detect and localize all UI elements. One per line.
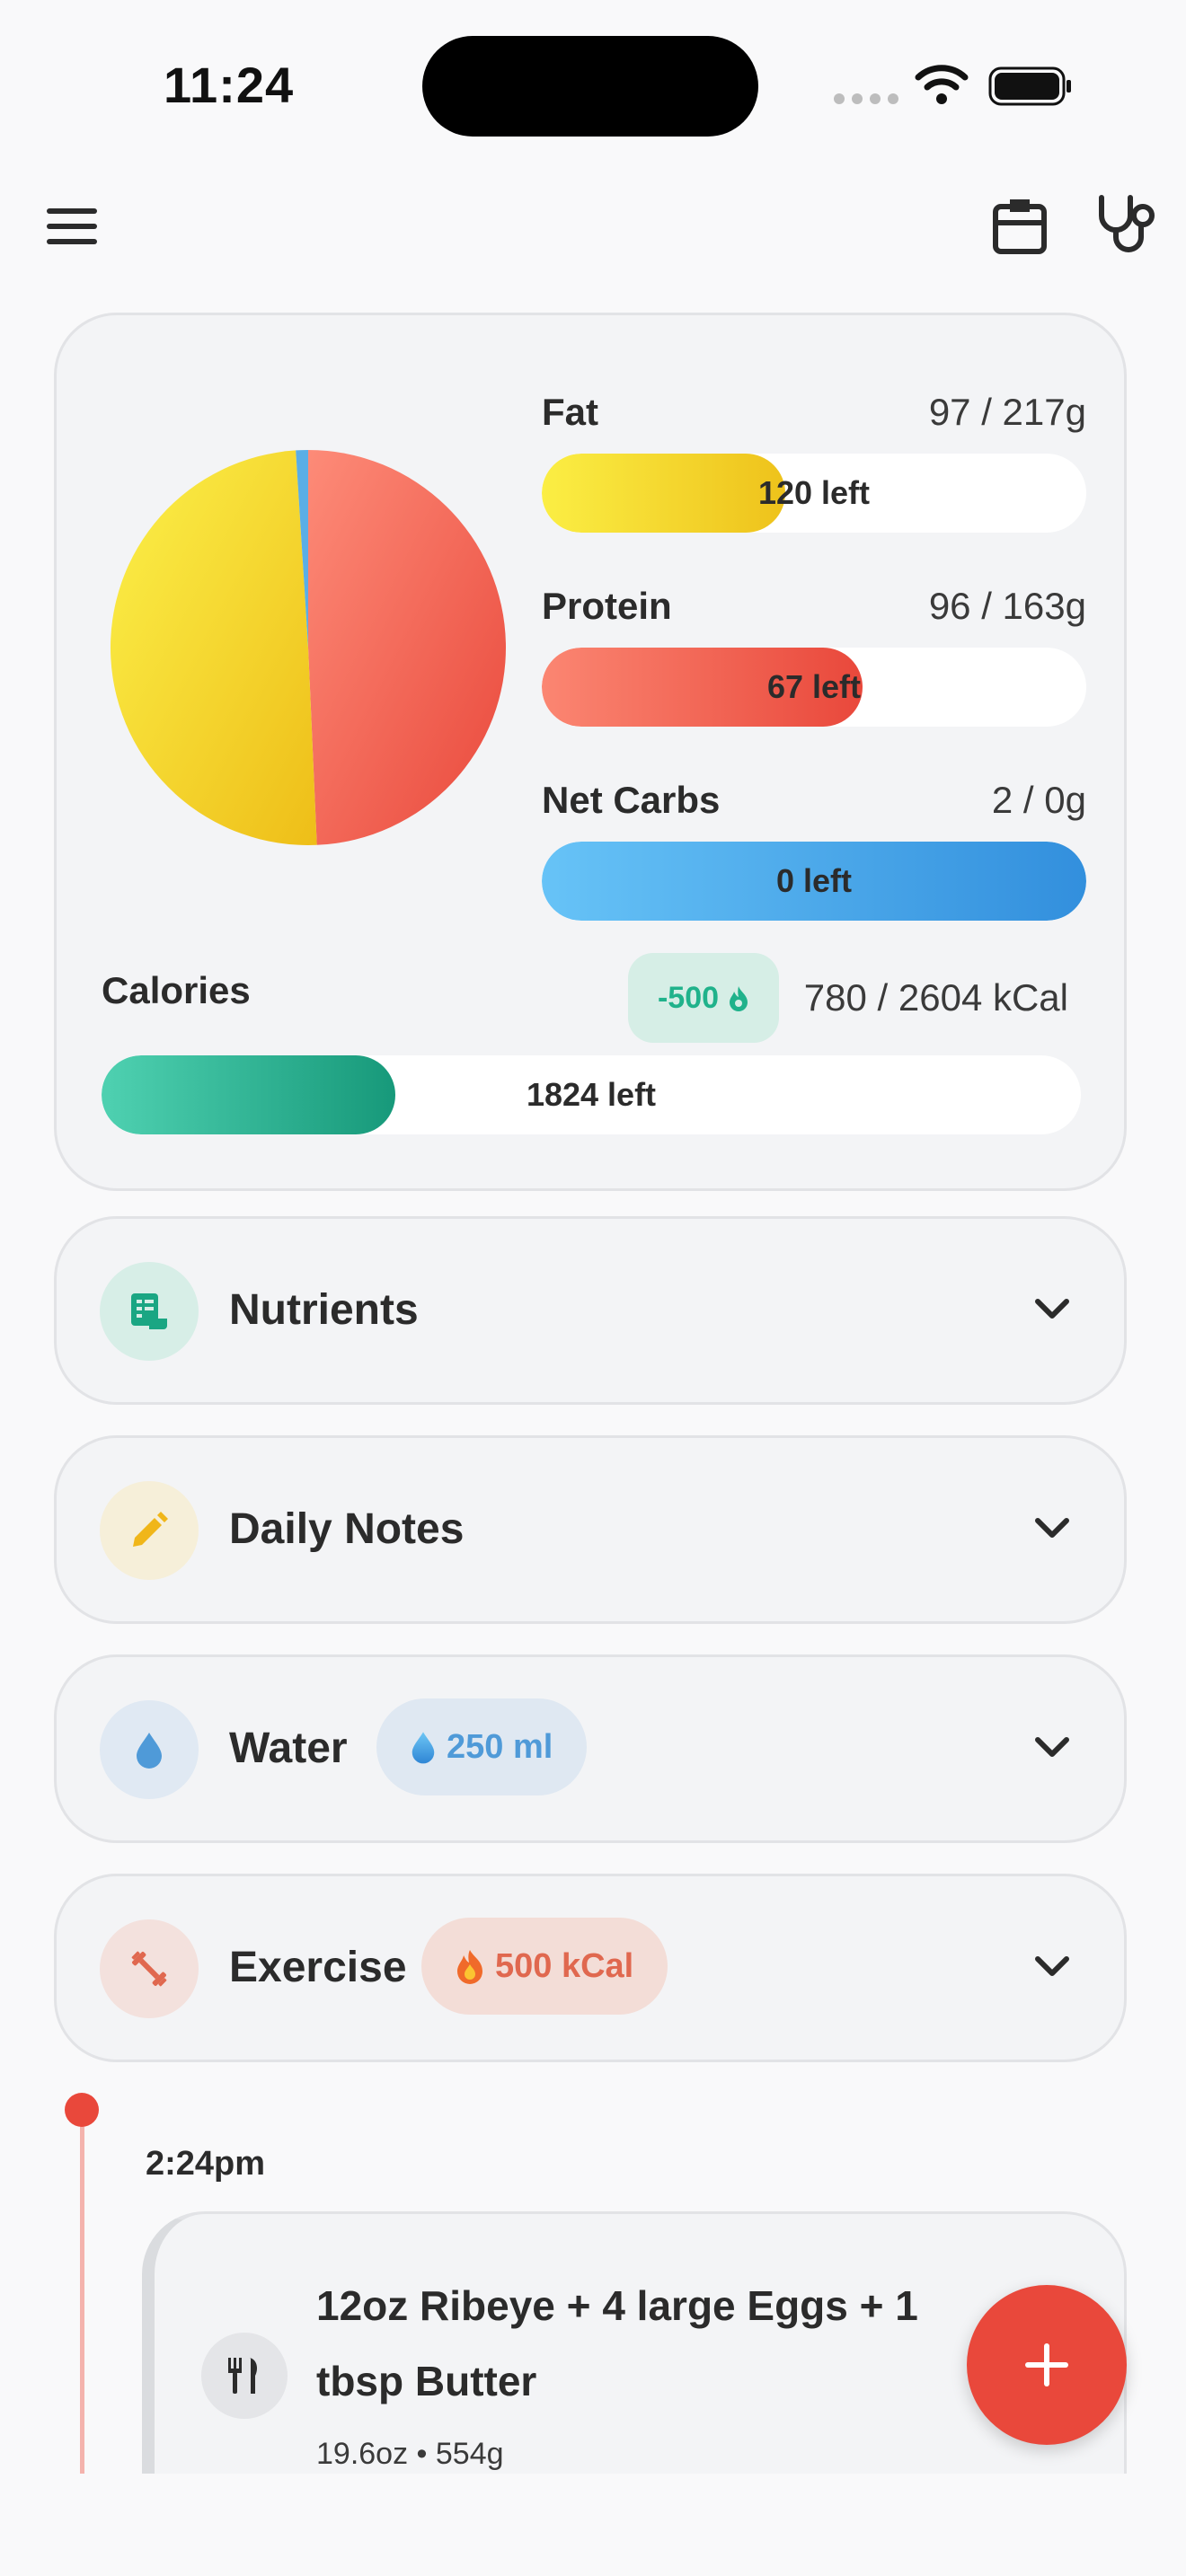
burned-value: -500 bbox=[657, 980, 720, 1015]
macro-summary-card: Fat 97 / 217g 120 left Protein 96 / 163g 67 l… bbox=[54, 313, 1127, 1191]
meal-time: 2:24pm bbox=[146, 2145, 266, 2183]
calories-progress-bar: 1824 left bbox=[102, 1055, 1081, 1134]
chevron-down-icon[interactable] bbox=[1032, 1515, 1072, 1542]
status-bar: 11:24 bbox=[0, 0, 1186, 171]
water-section[interactable]: Water 250 ml bbox=[54, 1654, 1127, 1843]
macro-value: 97 / 217g bbox=[928, 391, 1086, 433]
water-drop-icon bbox=[412, 1732, 435, 1764]
chevron-down-icon[interactable] bbox=[1032, 1954, 1072, 1981]
daily-notes-title: Daily Notes bbox=[229, 1505, 465, 1553]
macro-left-label: 0 left bbox=[775, 862, 853, 899]
calories-burned-badge[interactable]: -500 bbox=[628, 953, 779, 1043]
status-time: 11:24 bbox=[164, 57, 295, 113]
macro-value: 96 / 163g bbox=[928, 585, 1086, 627]
stethoscope-icon[interactable] bbox=[1094, 192, 1157, 259]
macro-left-label: 120 left bbox=[757, 474, 871, 511]
calories-value: 780 / 2604 kCal bbox=[803, 976, 1068, 1019]
menu-icon[interactable] bbox=[47, 207, 97, 246]
daily-notes-section[interactable]: Daily Notes bbox=[54, 1435, 1127, 1624]
dynamic-island bbox=[422, 36, 758, 137]
timeline-line bbox=[80, 2120, 84, 2479]
timeline-dot bbox=[65, 2093, 99, 2127]
exercise-calories: 500 kCal bbox=[495, 1946, 634, 1985]
exercise-title: Exercise bbox=[229, 1944, 407, 1991]
nutrients-section[interactable]: Nutrients bbox=[54, 1216, 1127, 1405]
exercise-section[interactable]: Exercise 500 kCal bbox=[54, 1874, 1127, 2062]
pie-slice-net-carbs bbox=[296, 450, 308, 648]
nutrients-icon bbox=[100, 1262, 199, 1361]
macro-progress-fill bbox=[542, 454, 785, 533]
utensils-icon bbox=[201, 2333, 288, 2419]
macro-value: 2 / 0g bbox=[991, 779, 1086, 821]
pie-slice-fat bbox=[111, 450, 317, 845]
exercise-badge: 500 kCal bbox=[421, 1918, 668, 2015]
water-drop-icon bbox=[100, 1700, 199, 1799]
plus-icon bbox=[1025, 2343, 1068, 2386]
dumbbell-icon bbox=[100, 1919, 199, 2018]
shopping-bag-icon[interactable] bbox=[992, 196, 1048, 255]
meal-title: 12oz Ribeye + 4 large Eggs + 1 tbsp Butt… bbox=[316, 2282, 918, 2404]
macro-name: Fat bbox=[542, 391, 598, 433]
flame-icon bbox=[730, 986, 748, 1011]
macro-progress-fill bbox=[542, 842, 1086, 921]
cellular-signal-icon bbox=[834, 93, 898, 104]
water-badge: 250 ml bbox=[376, 1698, 588, 1795]
pie-slice-protein bbox=[308, 450, 506, 845]
calories-label: Calories bbox=[102, 969, 251, 1011]
macro-progress-bar: 0 left bbox=[542, 842, 1086, 921]
calories-left-label: 1824 left bbox=[526, 1076, 657, 1113]
macro-row-net-carbs: Net Carbs 2 / 0g 0 left bbox=[542, 775, 1086, 921]
macro-progress-bar: 67 left bbox=[542, 648, 1086, 727]
add-entry-button[interactable] bbox=[967, 2285, 1127, 2445]
macro-progress-bar: 120 left bbox=[542, 454, 1086, 533]
water-title: Water bbox=[229, 1725, 348, 1772]
macro-row-fat: Fat 97 / 217g 120 left bbox=[542, 387, 1086, 533]
macro-left-label: 67 left bbox=[766, 668, 862, 705]
water-amount: 250 ml bbox=[447, 1727, 553, 1766]
meal-weight: 19.6oz • 554g bbox=[316, 2437, 504, 2471]
wifi-icon bbox=[915, 65, 969, 104]
fire-icon bbox=[457, 1950, 482, 1984]
bottom-fade bbox=[0, 2474, 1186, 2576]
macro-pie-chart bbox=[111, 450, 506, 845]
nutrients-title: Nutrients bbox=[229, 1286, 419, 1334]
pencil-icon bbox=[100, 1481, 199, 1580]
macro-progress-fill bbox=[542, 648, 863, 727]
chevron-down-icon[interactable] bbox=[1032, 1296, 1072, 1323]
macro-name: Protein bbox=[542, 585, 672, 627]
calories-progress-fill bbox=[102, 1055, 395, 1134]
macro-row-protein: Protein 96 / 163g 67 left bbox=[542, 581, 1086, 727]
macro-name: Net Carbs bbox=[542, 779, 721, 821]
chevron-down-icon[interactable] bbox=[1032, 1734, 1072, 1761]
battery-icon bbox=[988, 66, 1071, 106]
